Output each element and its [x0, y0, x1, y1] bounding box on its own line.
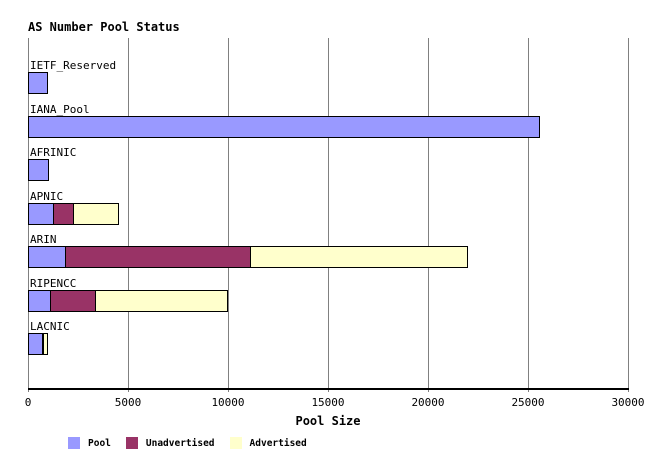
gridline-30000 [628, 38, 629, 392]
category-label: IETF_Reserved [30, 59, 117, 72]
gridline-15000 [328, 38, 329, 392]
bar-segment-pool [28, 246, 66, 268]
bar-segment-pool [28, 116, 540, 138]
bar-segment-unadvertised [65, 246, 251, 268]
category-label: RIPENCC [30, 277, 77, 290]
category-row-lacnic: LACNIC [28, 321, 628, 357]
category-row-ietf_reserved: IETF_Reserved [28, 60, 628, 96]
legend-label: Advertised [249, 437, 307, 449]
x-tick-label-25000: 25000 [511, 396, 545, 409]
bar-stack-apnic [28, 203, 119, 225]
bar-stack-afrinic [28, 159, 49, 181]
x-tick-label-0: 0 [24, 396, 32, 409]
category-row-apnic: APNIC [28, 191, 628, 227]
x-tick-label-10000: 10000 [211, 396, 245, 409]
bar-segment-pool [28, 159, 49, 181]
bar-segment-unadvertised [50, 290, 96, 312]
bar-stack-lacnic [28, 333, 48, 355]
chart-title: AS Number Pool Status [28, 20, 180, 34]
legend-item-unadvertised: Unadvertised [125, 437, 215, 449]
bar-segment-advertised [250, 246, 468, 268]
x-tick-label-30000: 30000 [611, 396, 645, 409]
legend-item-advertised: Advertised [229, 437, 307, 449]
gridline-10000 [228, 38, 229, 392]
gridline-5000 [128, 38, 129, 392]
plot-area: IETF_Reserved IANA_Pool AFRINIC APNIC ARIN RI… [28, 38, 629, 392]
category-label: AFRINIC [30, 146, 77, 159]
bar-segment-pool [28, 290, 51, 312]
category-label: IANA_Pool [30, 103, 90, 116]
legend: Pool Unadvertised Advertised [68, 437, 307, 449]
x-tick-label-20000: 20000 [411, 396, 445, 409]
bar-segment-advertised [73, 203, 119, 225]
category-label: APNIC [30, 190, 64, 203]
x-axis-line [28, 388, 629, 390]
category-row-afrinic: AFRINIC [28, 147, 628, 183]
legend-label: Unadvertised [145, 437, 215, 449]
gridline-25000 [528, 38, 529, 392]
legend-swatch-advertised [229, 437, 242, 449]
category-label: LACNIC [30, 320, 70, 333]
bar-segment-pool [28, 72, 48, 94]
x-tick-label-5000: 5000 [114, 396, 142, 409]
legend-item-pool: Pool [68, 437, 111, 449]
gridline-20000 [428, 38, 429, 392]
bar-segment-pool [28, 333, 43, 355]
bar-stack-ietf_reserved [28, 72, 48, 94]
bar-stack-arin [28, 246, 468, 268]
legend-swatch-unadvertised [125, 437, 138, 449]
legend-swatch-pool [68, 437, 80, 449]
category-label: ARIN [30, 233, 57, 246]
category-row-arin: ARIN [28, 234, 628, 270]
bar-stack-ripencc [28, 290, 228, 312]
bar-segment-unadvertised [53, 203, 74, 225]
legend-label: Pool [88, 437, 111, 449]
category-row-iana_pool: IANA_Pool [28, 104, 628, 140]
x-axis-title: Pool Size [295, 414, 361, 428]
bar-segment-advertised [95, 290, 228, 312]
category-row-ripencc: RIPENCC [28, 278, 628, 314]
bar-segment-advertised [43, 333, 48, 355]
bar-stack-iana_pool [28, 116, 540, 138]
bar-segment-pool [28, 203, 54, 225]
x-tick-label-15000: 15000 [311, 396, 345, 409]
